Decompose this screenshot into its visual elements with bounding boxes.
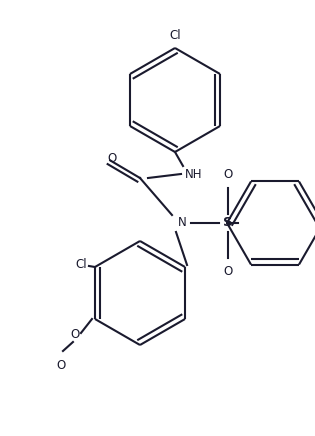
Text: Cl: Cl [169,29,181,42]
Text: S: S [223,217,233,229]
Text: O: O [56,359,66,372]
Text: N: N [178,217,186,229]
Text: Cl: Cl [75,259,87,272]
Text: O: O [70,328,80,341]
Text: O: O [107,151,117,164]
Text: NH: NH [185,167,203,181]
Text: O: O [223,168,232,181]
Text: O: O [223,265,232,278]
